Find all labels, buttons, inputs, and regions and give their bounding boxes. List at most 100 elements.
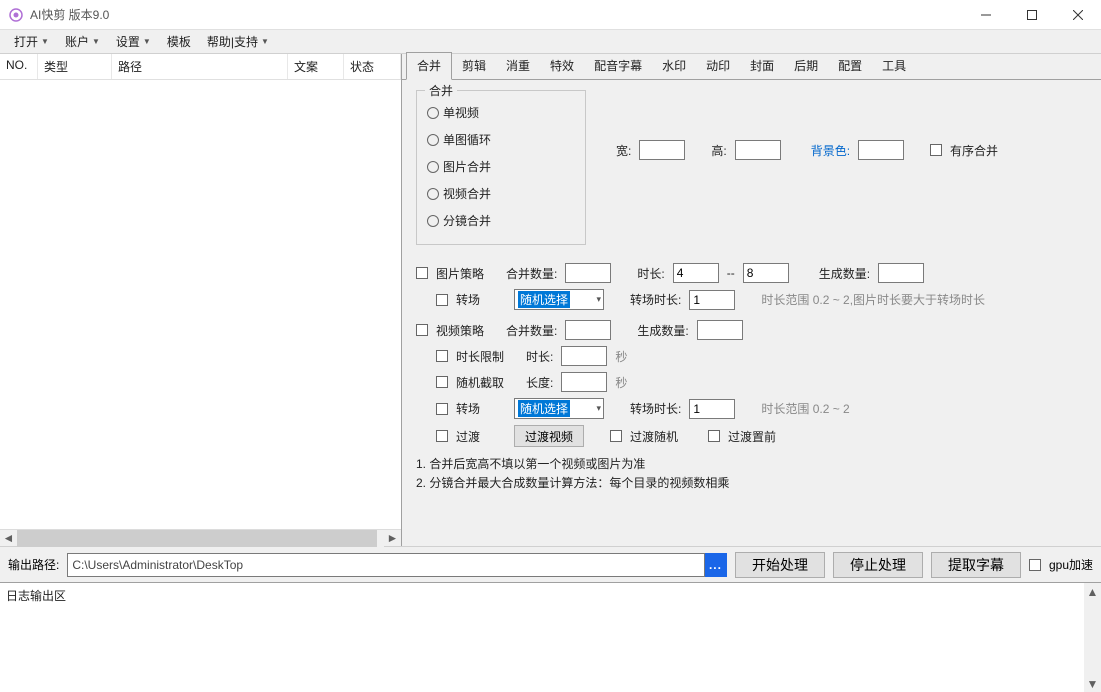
tab-dub-subtitle[interactable]: 配音字幕	[584, 53, 652, 79]
file-list-hscroll[interactable]: ◄ ►	[0, 529, 401, 546]
len-label: 长度:	[526, 374, 553, 391]
img-merge-count-input[interactable]	[565, 263, 611, 283]
cross-random-label: 过渡随机	[630, 428, 678, 445]
img-transition-dur-input[interactable]	[689, 290, 735, 310]
menu-template[interactable]: 模板	[159, 31, 199, 52]
vid-transition-select[interactable]: 随机选择▾	[514, 398, 604, 419]
close-button[interactable]	[1055, 0, 1101, 30]
cross-video-button[interactable]: 过渡视频	[514, 425, 584, 447]
height-input[interactable]	[735, 140, 781, 160]
img-duration-label: 时长:	[637, 265, 664, 282]
img-strategy-label: 图片策略	[436, 265, 484, 282]
cross-random-checkbox[interactable]	[610, 430, 622, 442]
hscroll-thumb[interactable]	[17, 530, 377, 547]
log-output[interactable]: 日志输出区	[0, 583, 1084, 692]
cross-before-checkbox[interactable]	[708, 430, 720, 442]
menu-help[interactable]: 帮助|支持▼	[199, 31, 277, 52]
log-area: 日志输出区 ▲ ▼	[0, 582, 1101, 692]
radio-single-image-loop[interactable]: 单图循环	[427, 126, 575, 153]
col-status[interactable]: 状态	[344, 54, 401, 79]
img-gen-count-label: 生成数量:	[819, 265, 870, 282]
gpu-checkbox[interactable]	[1029, 559, 1041, 571]
img-strategy-checkbox[interactable]	[416, 267, 428, 279]
cross-label: 过渡	[456, 428, 480, 445]
dur-limit-checkbox[interactable]	[436, 350, 448, 362]
output-path-input[interactable]	[67, 553, 705, 577]
width-input[interactable]	[639, 140, 685, 160]
ordered-merge-checkbox[interactable]	[930, 144, 942, 156]
scroll-right-icon[interactable]: ►	[384, 530, 401, 547]
file-list-header: NO. 类型 路径 文案 状态	[0, 54, 401, 80]
minimize-button[interactable]	[963, 0, 1009, 30]
output-row: 输出路径: ... 开始处理 停止处理 提取字幕 gpu加速	[0, 546, 1101, 582]
app-icon	[8, 7, 24, 23]
img-gen-count-input[interactable]	[878, 263, 924, 283]
vid-transition-checkbox[interactable]	[436, 403, 448, 415]
cross-checkbox[interactable]	[436, 430, 448, 442]
cross-before-label: 过渡置前	[728, 428, 776, 445]
tab-tools[interactable]: 工具	[872, 53, 916, 79]
vid-merge-count-input[interactable]	[565, 320, 611, 340]
img-transition-dur-label: 转场时长:	[630, 291, 681, 308]
tab-merge[interactable]: 合并	[406, 52, 452, 80]
img-duration-to-input[interactable]	[743, 263, 789, 283]
start-button[interactable]: 开始处理	[735, 552, 825, 578]
bgcolor-label[interactable]: 背景色:	[811, 142, 850, 159]
img-transition-checkbox[interactable]	[436, 294, 448, 306]
scroll-up-icon[interactable]: ▲	[1084, 583, 1101, 600]
merge-mode-group: 合并 单视频 单图循环 图片合并 视频合并 分镜合并	[416, 90, 586, 245]
col-copy[interactable]: 文案	[288, 54, 344, 79]
radio-storyboard-merge[interactable]: 分镜合并	[427, 207, 575, 234]
dur-limit-input[interactable]	[561, 346, 607, 366]
bgcolor-input[interactable]	[858, 140, 904, 160]
log-vscroll[interactable]: ▲ ▼	[1084, 583, 1101, 692]
rand-cut-len-input[interactable]	[561, 372, 607, 392]
note-1: 1. 合并后宽高不填以第一个视频或图片为准	[416, 455, 1087, 472]
stop-button[interactable]: 停止处理	[833, 552, 923, 578]
vid-gen-count-label: 生成数量:	[637, 322, 688, 339]
window-title: AI快剪 版本9.0	[30, 6, 963, 23]
scroll-left-icon[interactable]: ◄	[0, 530, 17, 547]
img-duration-from-input[interactable]	[673, 263, 719, 283]
extract-subtitle-button[interactable]: 提取字幕	[931, 552, 1021, 578]
rand-cut-checkbox[interactable]	[436, 376, 448, 388]
col-type[interactable]: 类型	[38, 54, 112, 79]
tab-dynwatermark[interactable]: 动印	[696, 53, 740, 79]
img-transition-select[interactable]: 随机选择▾	[514, 289, 604, 310]
duration-sep: --	[727, 266, 735, 280]
col-no[interactable]: NO.	[0, 54, 38, 79]
tab-effects[interactable]: 特效	[540, 53, 584, 79]
output-path-label: 输出路径:	[8, 556, 59, 573]
menu-settings[interactable]: 设置▼	[108, 31, 159, 52]
tab-bar: 合并 剪辑 消重 特效 配音字幕 水印 动印 封面 后期 配置 工具	[402, 54, 1101, 80]
menu-open[interactable]: 打开▼	[6, 31, 57, 52]
scroll-down-icon[interactable]: ▼	[1084, 675, 1101, 692]
file-list-panel: NO. 类型 路径 文案 状态 ◄ ►	[0, 54, 402, 546]
vid-gen-count-input[interactable]	[697, 320, 743, 340]
rand-cut-label: 随机截取	[456, 374, 504, 391]
vid-strategy-checkbox[interactable]	[416, 324, 428, 336]
radio-video-merge[interactable]: 视频合并	[427, 180, 575, 207]
maximize-button[interactable]	[1009, 0, 1055, 30]
file-list-body[interactable]	[0, 80, 401, 529]
menubar: 打开▼ 账户▼ 设置▼ 模板 帮助|支持▼	[0, 30, 1101, 54]
tab-post[interactable]: 后期	[784, 53, 828, 79]
col-path[interactable]: 路径	[112, 54, 288, 79]
menu-account[interactable]: 账户▼	[57, 31, 108, 52]
tab-watermark[interactable]: 水印	[652, 53, 696, 79]
tab-dedup[interactable]: 消重	[496, 53, 540, 79]
radio-single-video[interactable]: 单视频	[427, 99, 575, 126]
browse-button[interactable]: ...	[705, 553, 727, 577]
vid-transition-hint: 时长范围 0.2 ~ 2	[761, 400, 849, 417]
gpu-label: gpu加速	[1049, 556, 1093, 573]
width-label: 宽:	[616, 142, 631, 159]
tab-config[interactable]: 配置	[828, 53, 872, 79]
vid-transition-dur-input[interactable]	[689, 399, 735, 419]
radio-image-merge[interactable]: 图片合并	[427, 153, 575, 180]
tab-merge-body: 合并 单视频 单图循环 图片合并 视频合并 分镜合并 宽: 高: 背景色:	[402, 80, 1101, 546]
tab-edit[interactable]: 剪辑	[452, 53, 496, 79]
main-area: NO. 类型 路径 文案 状态 ◄ ► 合并 剪辑 消重 特效 配音字幕 水印 …	[0, 54, 1101, 546]
sec-label2: 秒	[615, 374, 627, 391]
tab-cover[interactable]: 封面	[740, 53, 784, 79]
log-label: 日志输出区	[6, 589, 66, 603]
